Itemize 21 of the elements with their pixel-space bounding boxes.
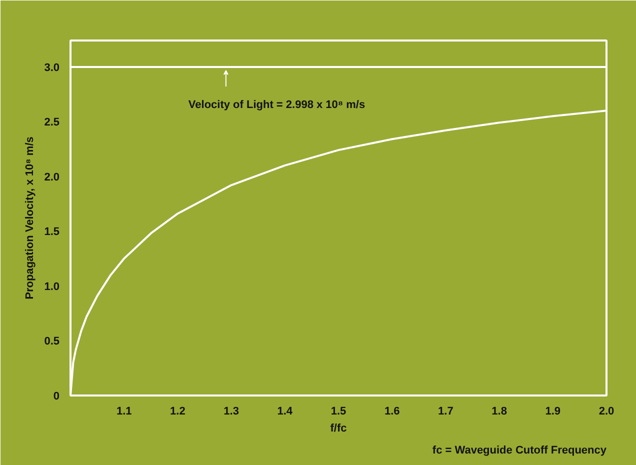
x-tick-label: 1.2: [170, 406, 186, 418]
y-tick-label: 1.0: [44, 280, 60, 293]
x-tick-label: 1.5: [330, 406, 346, 418]
x-tick-label: 1.9: [545, 406, 561, 418]
y-tick-label: 2.5: [44, 116, 60, 129]
x-tick-label: 1.3: [224, 406, 239, 418]
x-tick-label: 1.7: [438, 406, 454, 418]
y-tick-label: 1.5: [44, 226, 60, 238]
x-axis-title: f/fc: [330, 422, 347, 434]
y-tick-label: 0: [53, 390, 60, 402]
x-tick-label: 1.4: [277, 406, 294, 418]
x-tick-label: 1.1: [116, 406, 132, 418]
annotation: Velocity of Light = 2.998 x 10⁸ m/s: [188, 98, 366, 111]
x-tick-label: 1.6: [384, 406, 400, 418]
x-tick-label: 1.8: [492, 406, 507, 418]
y-axis-title: Propagation Velocity, x 10⁸ m/s: [24, 136, 36, 300]
text: fc = Waveguide Cutoff Frequency: [432, 444, 608, 456]
x-tick-label: 2.0: [598, 406, 614, 418]
y-tick-label: 3.0: [44, 62, 60, 74]
y-tick-label: 2.0: [44, 171, 60, 184]
y-tick-label: 0.5: [44, 336, 60, 348]
